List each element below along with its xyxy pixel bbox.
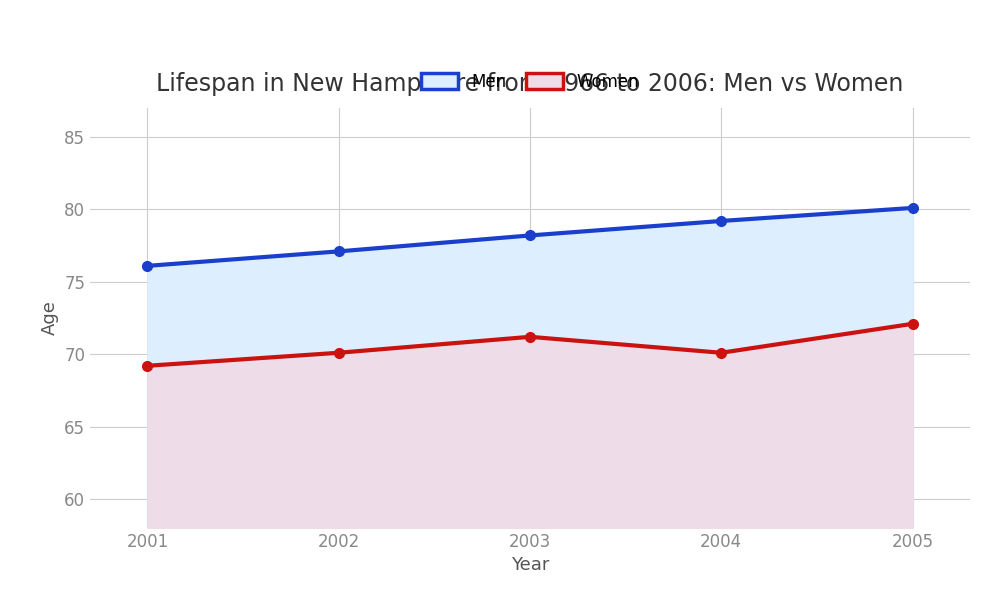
Line: Men: Men (143, 203, 917, 271)
Women (141, 362, 153, 370)
Women (524, 333, 536, 340)
Men (141, 262, 153, 269)
Y-axis label: Age: Age (41, 301, 59, 335)
Title: Lifespan in New Hampshire from 1966 to 2006: Men vs Women: Lifespan in New Hampshire from 1966 to 2… (156, 73, 904, 97)
Men (907, 205, 919, 212)
Line: Women: Women (143, 319, 917, 371)
Men (715, 217, 727, 224)
Legend: Men, Women: Men, Women (414, 66, 646, 97)
Women (715, 349, 727, 356)
Women (333, 349, 345, 356)
Men (333, 248, 345, 255)
X-axis label: Year: Year (511, 556, 549, 574)
Women (907, 320, 919, 328)
Men (524, 232, 536, 239)
